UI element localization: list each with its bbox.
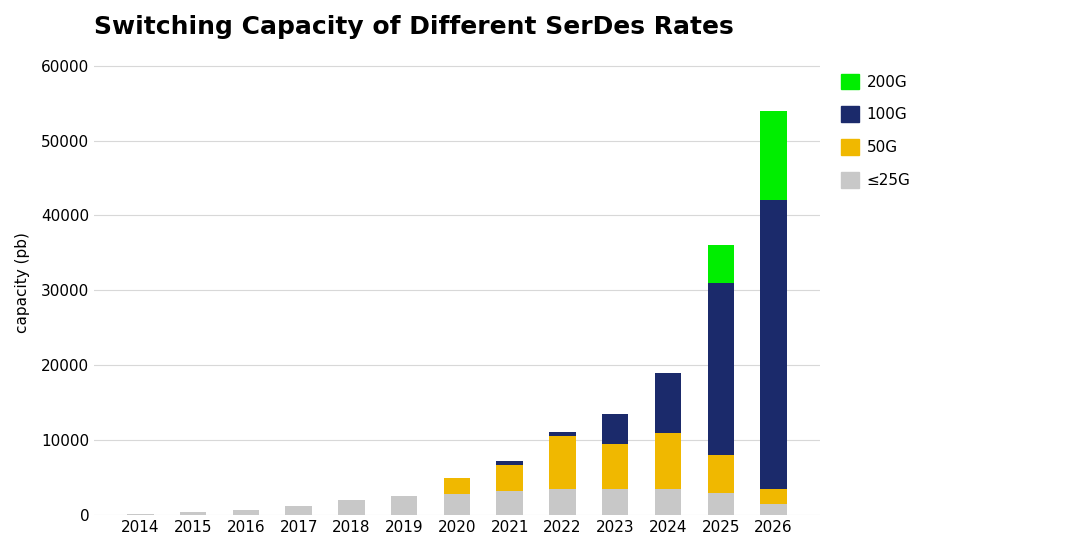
Bar <box>602 444 628 489</box>
Bar <box>708 283 734 455</box>
Bar <box>760 504 787 515</box>
Bar <box>708 245 734 283</box>
Bar <box>760 201 787 489</box>
Bar <box>339 500 364 515</box>
Bar <box>391 497 417 515</box>
Bar <box>233 510 259 515</box>
Bar <box>496 465 523 491</box>
Bar <box>549 489 576 515</box>
Bar <box>655 373 681 433</box>
Bar <box>128 514 153 515</box>
Bar <box>602 489 628 515</box>
Bar <box>708 493 734 515</box>
Bar <box>180 512 206 515</box>
Legend: 200G, 100G, 50G, ≤25G: 200G, 100G, 50G, ≤25G <box>834 68 917 194</box>
Bar <box>549 437 576 489</box>
Bar <box>655 489 681 515</box>
Bar <box>444 494 471 515</box>
Bar <box>549 432 576 437</box>
Bar <box>708 455 734 493</box>
Bar <box>760 111 787 201</box>
Y-axis label: capacity (pb): capacity (pb) <box>15 233 30 333</box>
Bar <box>602 414 628 444</box>
Bar <box>496 461 523 465</box>
Bar <box>496 491 523 515</box>
Text: Switching Capacity of Different SerDes Rates: Switching Capacity of Different SerDes R… <box>94 15 734 39</box>
Bar <box>655 433 681 489</box>
Bar <box>444 478 471 494</box>
Bar <box>760 489 787 504</box>
Bar <box>285 506 312 515</box>
